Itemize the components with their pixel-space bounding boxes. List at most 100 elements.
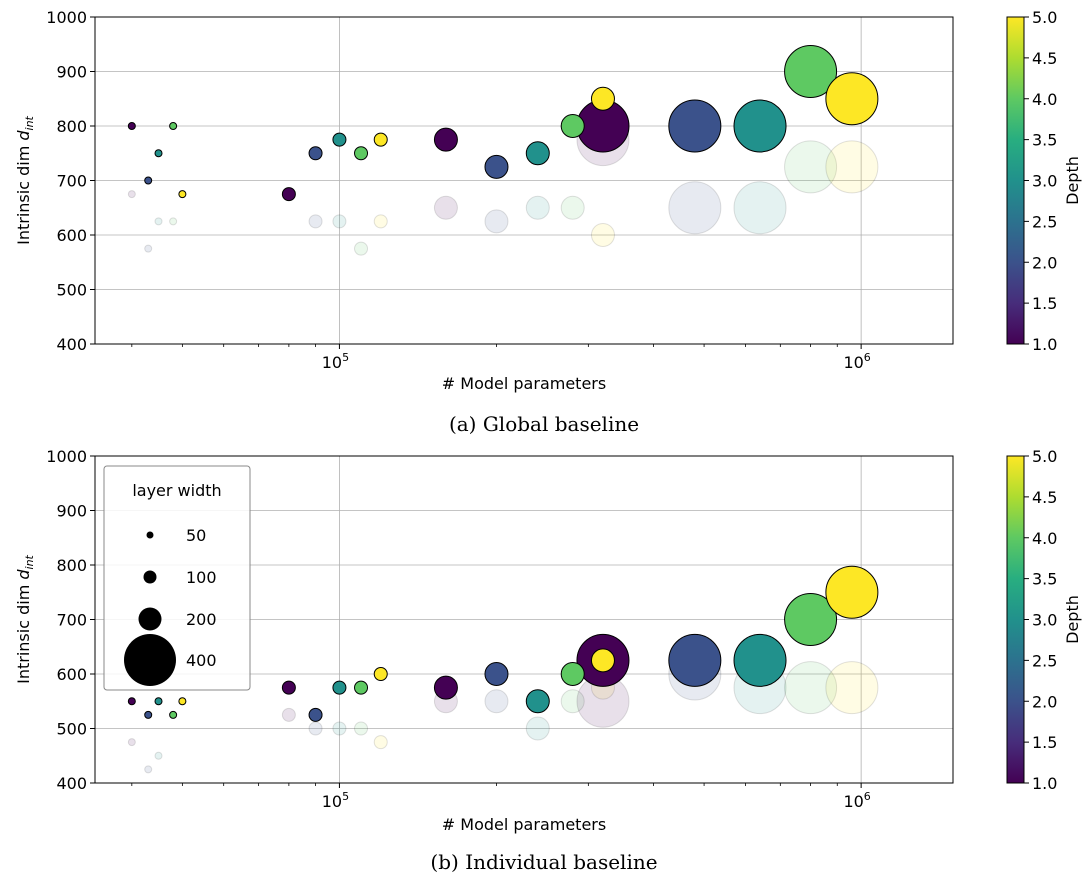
faded-point (281, 707, 296, 722)
faded-point (308, 721, 323, 736)
y-tick-label: 1000 (46, 447, 87, 466)
data-point (784, 593, 838, 646)
data-point (144, 710, 153, 719)
faded-point (525, 195, 550, 220)
faded-point (825, 140, 879, 194)
faded-point (373, 214, 388, 229)
y-tick-label: 400 (56, 335, 87, 354)
colorbar-tick-label: 4.0 (1032, 90, 1057, 109)
colorbar-tick-label: 3.0 (1032, 611, 1057, 630)
colorbar-label: Depth (1063, 595, 1082, 644)
data-point (281, 680, 296, 695)
faded-point (825, 661, 879, 715)
y-tick-label: 700 (56, 172, 87, 191)
data-point (668, 99, 722, 153)
data-point (560, 114, 585, 138)
data-point (525, 141, 550, 166)
legend-box (103, 465, 251, 691)
data-point (825, 72, 879, 126)
legend-marker (138, 607, 162, 631)
faded-point (332, 214, 347, 229)
faded-point (525, 716, 550, 741)
faded-point (144, 244, 153, 253)
data-point (154, 149, 163, 158)
x-axis-label: # Model parameters (442, 374, 606, 393)
faded-point (560, 689, 585, 714)
data-point (127, 122, 136, 130)
colorbar-tick-label: 4.5 (1032, 488, 1057, 507)
data-point (332, 132, 347, 147)
colorbar-tick-label: 3.0 (1032, 172, 1057, 191)
y-tick-label: 500 (56, 281, 87, 300)
y-tick-label: 400 (56, 774, 87, 793)
data-point (354, 680, 369, 695)
data-point (127, 697, 136, 706)
colorbar-label: Depth (1063, 156, 1082, 205)
y-tick-label: 500 (56, 720, 87, 739)
data-point (590, 648, 615, 673)
colorbar-tick-label: 2.0 (1032, 692, 1057, 711)
data-point (178, 697, 187, 706)
colorbar-tick-label: 5.0 (1032, 447, 1057, 466)
legend-marker (143, 570, 157, 584)
data-point (560, 662, 585, 686)
faded-point (332, 721, 347, 736)
colorbar-tick-label: 4.0 (1032, 529, 1057, 548)
y-tick-label: 800 (56, 556, 87, 575)
data-point (178, 190, 187, 199)
data-point (144, 176, 153, 185)
data-point (373, 667, 388, 681)
data-point (354, 146, 369, 161)
y-tick-label: 900 (56, 63, 87, 82)
data-point (433, 127, 458, 152)
faded-point (373, 735, 388, 750)
data-point (590, 86, 615, 111)
y-axis-label: Intrinsic dim dint (14, 554, 36, 683)
faded-point (484, 689, 509, 714)
x-tick-label: 106 (843, 351, 870, 372)
faded-point (354, 241, 369, 256)
colorbar-tick-label: 3.5 (1032, 131, 1057, 150)
colorbar-tick-label: 4.5 (1032, 49, 1057, 68)
colorbar-tick-label: 1.0 (1032, 335, 1057, 354)
colorbar-tick-label: 2.5 (1032, 651, 1057, 670)
data-point (733, 633, 787, 687)
faded-point (784, 140, 838, 194)
y-tick-label: 600 (56, 665, 87, 684)
x-tick-label: 105 (322, 790, 349, 811)
faded-point (668, 181, 722, 235)
data-point (308, 707, 323, 722)
data-point (154, 697, 163, 706)
faded-point (784, 661, 838, 715)
colorbar-tick-label: 3.5 (1032, 570, 1057, 589)
faded-point (127, 190, 136, 199)
faded-point (733, 181, 787, 235)
colorbar-tick-label: 1.5 (1032, 733, 1057, 752)
y-tick-label: 800 (56, 117, 87, 136)
data-point (668, 633, 722, 687)
faded-point (433, 195, 458, 220)
data-point (433, 675, 458, 700)
data-point (281, 187, 296, 202)
data-point (373, 132, 388, 147)
data-point (525, 689, 550, 714)
figure-caption: (a) Global baseline (449, 412, 639, 436)
y-tick-label: 900 (56, 502, 87, 521)
legend-title: layer width (132, 481, 221, 500)
faded-point (354, 721, 369, 736)
data-point (332, 680, 347, 695)
faded-point (484, 209, 509, 234)
data-point (825, 565, 879, 619)
figure-caption: (b) Individual baseline (430, 850, 657, 874)
data-point (484, 154, 509, 179)
colorbar (1006, 16, 1025, 345)
colorbar-tick-label: 2.5 (1032, 212, 1057, 231)
legend-entry-label: 50 (186, 526, 206, 545)
colorbar-tick-label: 2.0 (1032, 253, 1057, 272)
y-axis-label: Intrinsic dim dint (14, 115, 36, 244)
faded-point (127, 738, 136, 747)
data-point (733, 99, 787, 153)
y-tick-label: 700 (56, 611, 87, 630)
y-tick-label: 600 (56, 226, 87, 245)
faded-point (590, 223, 615, 247)
